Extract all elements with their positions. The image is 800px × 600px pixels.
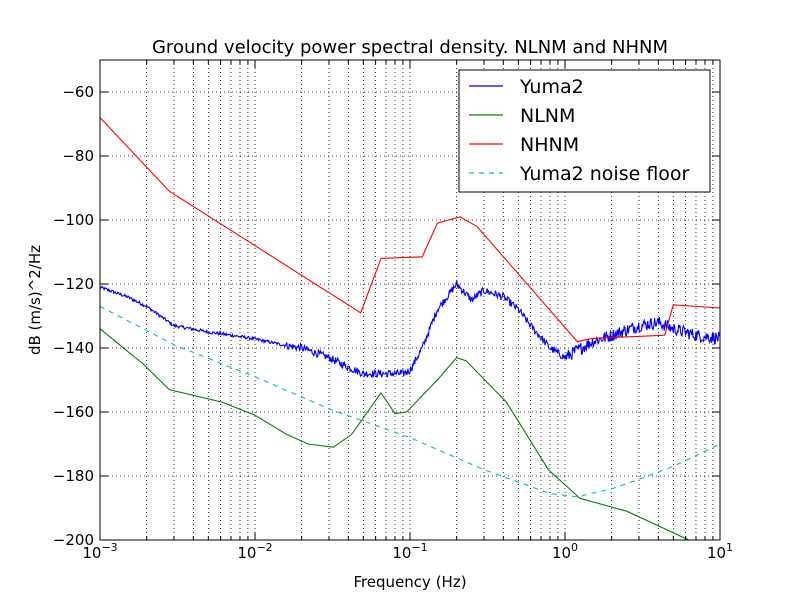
- series-line-yuma2: [100, 278, 720, 379]
- y-tick-label: −160: [53, 403, 94, 421]
- chart-title: Ground velocity power spectral density. …: [152, 37, 668, 58]
- legend-label: Yuma2 noise floor: [519, 163, 690, 185]
- x-tick-labels: 10−3 10−2 10−1 100 101: [82, 541, 733, 562]
- y-axis-label: dB (m/s)^2/Hz: [26, 245, 44, 355]
- legend-label: NLNM: [520, 105, 575, 127]
- y-tick-label: −200: [53, 531, 94, 549]
- y-tick-labels: −200 −180 −160 −140 −120 −100 −80 −60: [53, 83, 94, 549]
- series-line-yuma2-noise-floor: [100, 305, 720, 498]
- axis-ticks: [99, 60, 720, 541]
- y-tick-label: −80: [62, 147, 94, 165]
- series-line-nhnm: [100, 117, 720, 343]
- y-tick-label: −60: [62, 83, 94, 101]
- legend: Yuma2 NLNM NHNM Yuma2 noise floor: [458, 69, 711, 193]
- legend-label: NHNM: [520, 134, 579, 156]
- x-tick-label: 10−3: [82, 541, 117, 562]
- x-axis-label: Frequency (Hz): [353, 573, 466, 591]
- x-tick-label: 10−1: [392, 541, 427, 562]
- series-line-nlnm: [100, 328, 691, 540]
- legend-box: [458, 69, 711, 193]
- x-tick-label: 101: [707, 541, 733, 562]
- y-tick-label: −180: [53, 467, 94, 485]
- series-lines: [100, 117, 720, 540]
- x-tick-label: 100: [552, 541, 578, 562]
- x-tick-label: 10−2: [237, 541, 272, 562]
- y-tick-label: −100: [53, 211, 94, 229]
- y-tick-label: −120: [53, 275, 94, 293]
- grid: [100, 60, 720, 540]
- y-tick-label: −140: [53, 339, 94, 357]
- legend-label: Yuma2: [519, 76, 584, 98]
